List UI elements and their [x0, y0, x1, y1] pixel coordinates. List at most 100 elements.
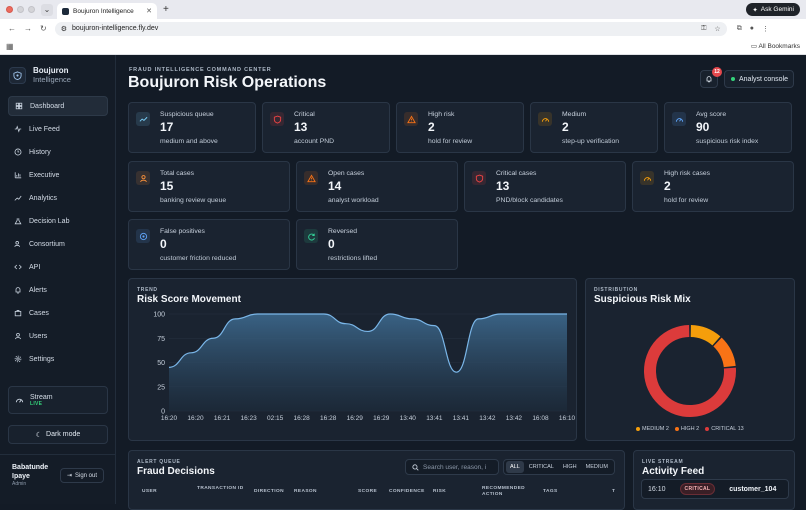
site-info-icon[interactable]: ⚙	[60, 25, 67, 33]
stat-card-open-cases[interactable]: Open cases 14 analyst workload	[296, 161, 458, 212]
column-header-tags[interactable]: TAGS	[543, 489, 558, 494]
feed-item[interactable]: 16:10 CRITICAL customer_104	[641, 479, 789, 499]
sidebar-item-executive[interactable]: Executive	[8, 165, 108, 185]
donut-slice-critical[interactable]	[644, 325, 736, 417]
column-header-reason[interactable]: REASON	[294, 489, 317, 494]
x-tick-label: 16:08	[532, 415, 549, 422]
x-tick-label: 13:40	[400, 415, 417, 422]
column-header-confidence[interactable]: CONFIDENCE	[389, 489, 425, 494]
all-bookmarks-link[interactable]: ▭ All Bookmarks	[751, 42, 800, 50]
gauge-icon	[538, 112, 552, 126]
mix-legend: MEDIUM 2 HIGH 2 CRITICAL 13	[636, 426, 744, 432]
ask-gemini-button[interactable]: ✦ Ask Gemini	[746, 3, 800, 16]
column-header-risk[interactable]: RISK	[433, 489, 447, 494]
x-tick-label: 13:41	[453, 415, 470, 422]
shield-icon	[270, 112, 284, 126]
filter-high[interactable]: HIGH	[562, 464, 577, 470]
page-eyebrow: FRAUD INTELLIGENCE COMMAND CENTER	[129, 67, 272, 73]
stat-card-medium[interactable]: Medium 2 step-up verification	[530, 102, 658, 153]
gemini-icon: ✦	[752, 6, 758, 14]
column-header-score[interactable]: SCORE	[358, 489, 378, 494]
sidebar-item-history[interactable]: History	[8, 142, 108, 162]
stat-sub: PND/block candidates	[496, 197, 563, 204]
stat-card-false-positives[interactable]: False positives 0 customer friction reduce…	[128, 219, 290, 270]
stream-status[interactable]: Stream LIVE	[8, 386, 108, 414]
bell-icon	[15, 287, 21, 294]
trend-eyebrow: TREND	[137, 287, 158, 293]
sidebar-item-settings[interactable]: Settings	[8, 349, 108, 369]
x-tick-label: 16:21	[214, 415, 231, 422]
filter-critical[interactable]: CRITICAL	[528, 464, 554, 470]
dark-mode-button[interactable]: ☾ Dark mode	[8, 425, 108, 444]
sidebar-item-alerts[interactable]: Alerts	[8, 280, 108, 300]
close-tab-icon[interactable]: ✕	[146, 8, 152, 15]
column-header-direction[interactable]: DIRECTION	[254, 489, 284, 494]
sidebar-item-live-feed[interactable]: Live Feed	[8, 119, 108, 139]
minimize-window-button[interactable]	[17, 6, 24, 13]
alerts-search-input[interactable]: Search user, reason, i	[405, 459, 499, 475]
browser-tab[interactable]: Boujuron Intelligence ✕	[57, 3, 157, 19]
bookmark-star-icon[interactable]: ☆	[714, 25, 721, 33]
y-tick-label: 50	[157, 360, 165, 367]
close-window-button[interactable]	[6, 6, 13, 13]
forward-icon[interactable]: →	[24, 24, 32, 33]
brand[interactable]: Boujuron Intelligence	[9, 66, 71, 84]
reload-icon[interactable]: ↻	[40, 24, 47, 33]
donut-slice-high[interactable]	[713, 337, 736, 368]
column-header-transaction-id[interactable]: TRANSACTION ID	[197, 486, 244, 491]
search-icon	[412, 463, 419, 471]
stat-card-total-cases[interactable]: Total cases 15 banking review queue	[128, 161, 290, 212]
x-tick-label: 13:42	[506, 415, 523, 422]
filter-all[interactable]: ALL	[506, 461, 524, 473]
menu-icon[interactable]: ⋮	[761, 25, 769, 33]
stat-sub: hold for review	[428, 138, 473, 145]
stat-label: Avg score	[696, 111, 727, 118]
stat-card-high-risk[interactable]: High risk 2 hold for review	[396, 102, 524, 153]
legend-label: HIGH 2	[680, 426, 700, 432]
sidebar-item-consortium[interactable]: Consortium	[8, 234, 108, 254]
user-icon	[136, 171, 150, 185]
sidebar-item-api[interactable]: API	[8, 257, 108, 277]
column-header-t[interactable]: T	[612, 489, 616, 494]
y-tick-label: 75	[157, 336, 165, 343]
stat-sub: medium and above	[160, 138, 218, 145]
profile-icon[interactable]: ●	[749, 24, 754, 32]
new-tab-button[interactable]: +	[163, 4, 169, 15]
stat-sub: hold for review	[664, 197, 709, 204]
moon-icon: ☾	[35, 431, 43, 439]
back-icon[interactable]: ←	[8, 24, 16, 33]
stat-card-high-risk-cases[interactable]: High risk cases 2 hold for review	[632, 161, 794, 212]
stat-card-avg-score[interactable]: Avg score 90 suspicious risk index	[664, 102, 792, 153]
sidebar-item-decision-lab[interactable]: Decision Lab	[8, 211, 108, 231]
sidebar-item-dashboard[interactable]: Dashboard	[8, 96, 108, 116]
stat-label: Critical	[294, 111, 315, 118]
password-key-icon[interactable]: ⚿	[701, 24, 707, 32]
sidebar-item-label: Alerts	[29, 286, 47, 294]
risk-score-area	[169, 314, 567, 411]
stat-card-suspicious-queue[interactable]: Suspicious queue 17 medium and above	[128, 102, 256, 153]
analyst-console-button[interactable]: Analyst console	[724, 70, 794, 88]
stat-card-critical[interactable]: Critical 13 account PND	[262, 102, 390, 153]
stat-value: 2	[562, 120, 569, 134]
donut-slice-medium[interactable]	[690, 325, 721, 346]
column-header-recommended-action[interactable]: RECOMMENDED ACTION	[482, 486, 526, 497]
sidebar-item-analytics[interactable]: Analytics	[8, 188, 108, 208]
browser-tabstrip: ⌄ Boujuron Intelligence ✕ + ✦ Ask Gemini	[0, 0, 806, 19]
stat-card-reversed[interactable]: Reversed 0 restrictions lifted	[296, 219, 458, 270]
stat-card-critical-cases[interactable]: Critical cases 13 PND/block candidates	[464, 161, 626, 212]
ask-gemini-label: Ask Gemini	[760, 6, 794, 13]
sidebar-item-cases[interactable]: Cases	[8, 303, 108, 323]
column-header-user[interactable]: USER	[142, 489, 157, 494]
address-bar[interactable]: ⚙ boujuron-intelligence.fly.dev ⚿ ☆	[54, 21, 727, 36]
sidebar-item-users[interactable]: Users	[8, 326, 108, 346]
extensions-icon[interactable]: ⧉	[736, 24, 742, 32]
filter-medium[interactable]: MEDIUM	[585, 464, 608, 470]
apps-grid-icon[interactable]: ▦	[6, 41, 14, 51]
x-tick-label: 13:42	[479, 415, 496, 422]
stat-label: Medium	[562, 111, 587, 118]
sign-out-button[interactable]: ⇥ Sign out	[60, 468, 104, 483]
tab-search-chevron-icon[interactable]: ⌄	[41, 3, 53, 16]
search-placeholder: Search user, reason, i	[423, 463, 487, 471]
warn-icon	[304, 171, 318, 185]
maximize-window-button[interactable]	[28, 6, 35, 13]
